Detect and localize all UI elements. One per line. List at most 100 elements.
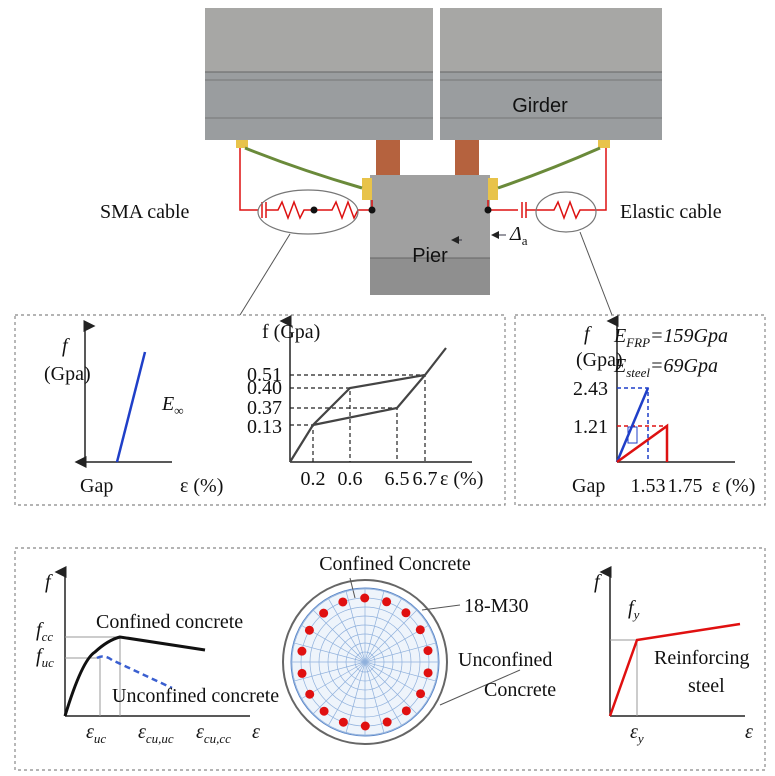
x-tick-label: 6.7 xyxy=(413,468,438,490)
rebar xyxy=(320,707,329,716)
girders xyxy=(205,8,662,140)
rebar-label: 18-M30 xyxy=(464,595,528,617)
shape xyxy=(498,148,600,188)
rebar xyxy=(338,597,347,606)
rebar xyxy=(361,721,370,730)
unconfined-section-label: Concrete xyxy=(484,679,556,701)
y-label: f xyxy=(45,571,53,593)
x-tick-label: 1.75 xyxy=(668,475,703,497)
steel-label-rest: =69Gpa xyxy=(650,355,718,377)
shape xyxy=(362,178,372,200)
shape xyxy=(485,207,492,214)
sma-cable-label: SMA cable xyxy=(100,201,190,223)
shape xyxy=(240,234,290,315)
y-label: f xyxy=(62,335,70,357)
stiffness-label: E∞ xyxy=(161,393,184,418)
fcc-label: fcc xyxy=(36,619,53,644)
fy-label: fy xyxy=(628,597,640,622)
frp-label: EFRP=159Gpa xyxy=(613,325,728,350)
rebar xyxy=(402,706,411,715)
x-tick-label: 0.6 xyxy=(338,468,363,490)
x-tick-label: 0.2 xyxy=(301,468,326,490)
gap-model-plot xyxy=(85,325,172,462)
shape xyxy=(258,190,358,234)
shape xyxy=(240,148,372,218)
x-tick-label-subscript: cu,uc xyxy=(146,731,174,746)
x-label: ε (%) xyxy=(440,468,483,490)
x-label: ε (%) xyxy=(712,475,755,497)
displacement-label-symbol: Δ xyxy=(509,223,522,245)
fcc-label-subscript: cc xyxy=(42,629,54,644)
shape xyxy=(488,148,606,218)
stiffness-label-subscript: ∞ xyxy=(174,403,183,418)
shape xyxy=(205,72,433,140)
rebar xyxy=(423,646,432,655)
steel-label-subscript: steel xyxy=(626,365,650,380)
y-tick-label: 1.21 xyxy=(573,416,608,438)
rebar xyxy=(305,690,314,699)
rebar xyxy=(319,609,328,618)
y-tick-label: 2.43 xyxy=(573,378,608,400)
x-tick-label: 1.53 xyxy=(631,475,666,497)
rebar xyxy=(383,718,392,727)
y-tick-label: 0.13 xyxy=(247,416,282,438)
rebar xyxy=(416,689,425,698)
x-tick-label: εuc xyxy=(86,721,106,746)
rebar xyxy=(297,647,306,656)
rebar xyxy=(416,625,425,634)
steel-label: Esteel=69Gpa xyxy=(613,355,718,380)
frp-label-rest: =159Gpa xyxy=(650,325,728,347)
steel-model-plot xyxy=(610,572,745,716)
shape xyxy=(85,325,172,462)
confined-label: Confined concrete xyxy=(96,611,243,633)
x-tick-label: εcu,uc xyxy=(138,721,174,746)
x-label: ε xyxy=(745,721,753,743)
stiffness-label-symbol: E xyxy=(161,393,174,415)
rebar xyxy=(401,608,410,617)
frp-label-symbol: E xyxy=(613,325,626,347)
shape xyxy=(376,140,400,175)
x-tick-label-subscript: cu,cc xyxy=(204,731,231,746)
fuc-label-subscript: uc xyxy=(42,655,55,670)
shape xyxy=(311,207,318,214)
shape xyxy=(236,140,248,148)
elastic-cable-label: Elastic cable xyxy=(620,201,722,223)
x-tick-label-symbol: ε xyxy=(138,721,146,743)
x-origin: Gap xyxy=(80,475,113,497)
shape xyxy=(97,656,172,688)
displacement-label-subscript: a xyxy=(522,233,528,248)
shape xyxy=(117,352,145,462)
steel-label: Reinforcing xyxy=(654,647,750,669)
y-label: f (Gpa) xyxy=(262,321,320,343)
unconfined-label: Unconfined concrete xyxy=(112,685,279,707)
shape xyxy=(610,624,740,716)
rebar xyxy=(424,668,433,677)
rebar xyxy=(360,594,369,603)
confined-section-label: Confined Concrete xyxy=(319,553,471,575)
shape xyxy=(422,605,460,610)
x-origin: Gap xyxy=(572,475,605,497)
girder-label: Girder xyxy=(512,95,568,117)
shape xyxy=(455,140,479,175)
shape xyxy=(290,375,425,462)
rebar xyxy=(339,718,348,727)
x-tick-label-subscript: uc xyxy=(94,731,107,746)
x-tick-label-symbol: ε xyxy=(86,721,94,743)
x-label: ε (%) xyxy=(180,475,223,497)
figure: GirderPierΔaSMA cableElastic cablef(Gpa)… xyxy=(0,0,775,776)
shape xyxy=(598,140,610,148)
x-tick-label: 6.5 xyxy=(385,468,410,490)
x-tick-label-subscript: y xyxy=(636,731,644,746)
steel-label-symbol: E xyxy=(613,355,626,377)
rebar xyxy=(298,669,307,678)
x-tick-label-symbol: ε xyxy=(196,721,204,743)
pier xyxy=(236,140,610,295)
shape xyxy=(488,178,498,200)
rebar xyxy=(382,597,391,606)
y-tick-label: 0.40 xyxy=(247,377,282,399)
pier-label: Pier xyxy=(412,245,448,267)
fy-label-subscript: y xyxy=(632,607,640,622)
x-tick-label: εcu,cc xyxy=(196,721,231,746)
frp-label-subscript: FRP xyxy=(625,335,650,350)
y-label: f xyxy=(584,323,592,345)
